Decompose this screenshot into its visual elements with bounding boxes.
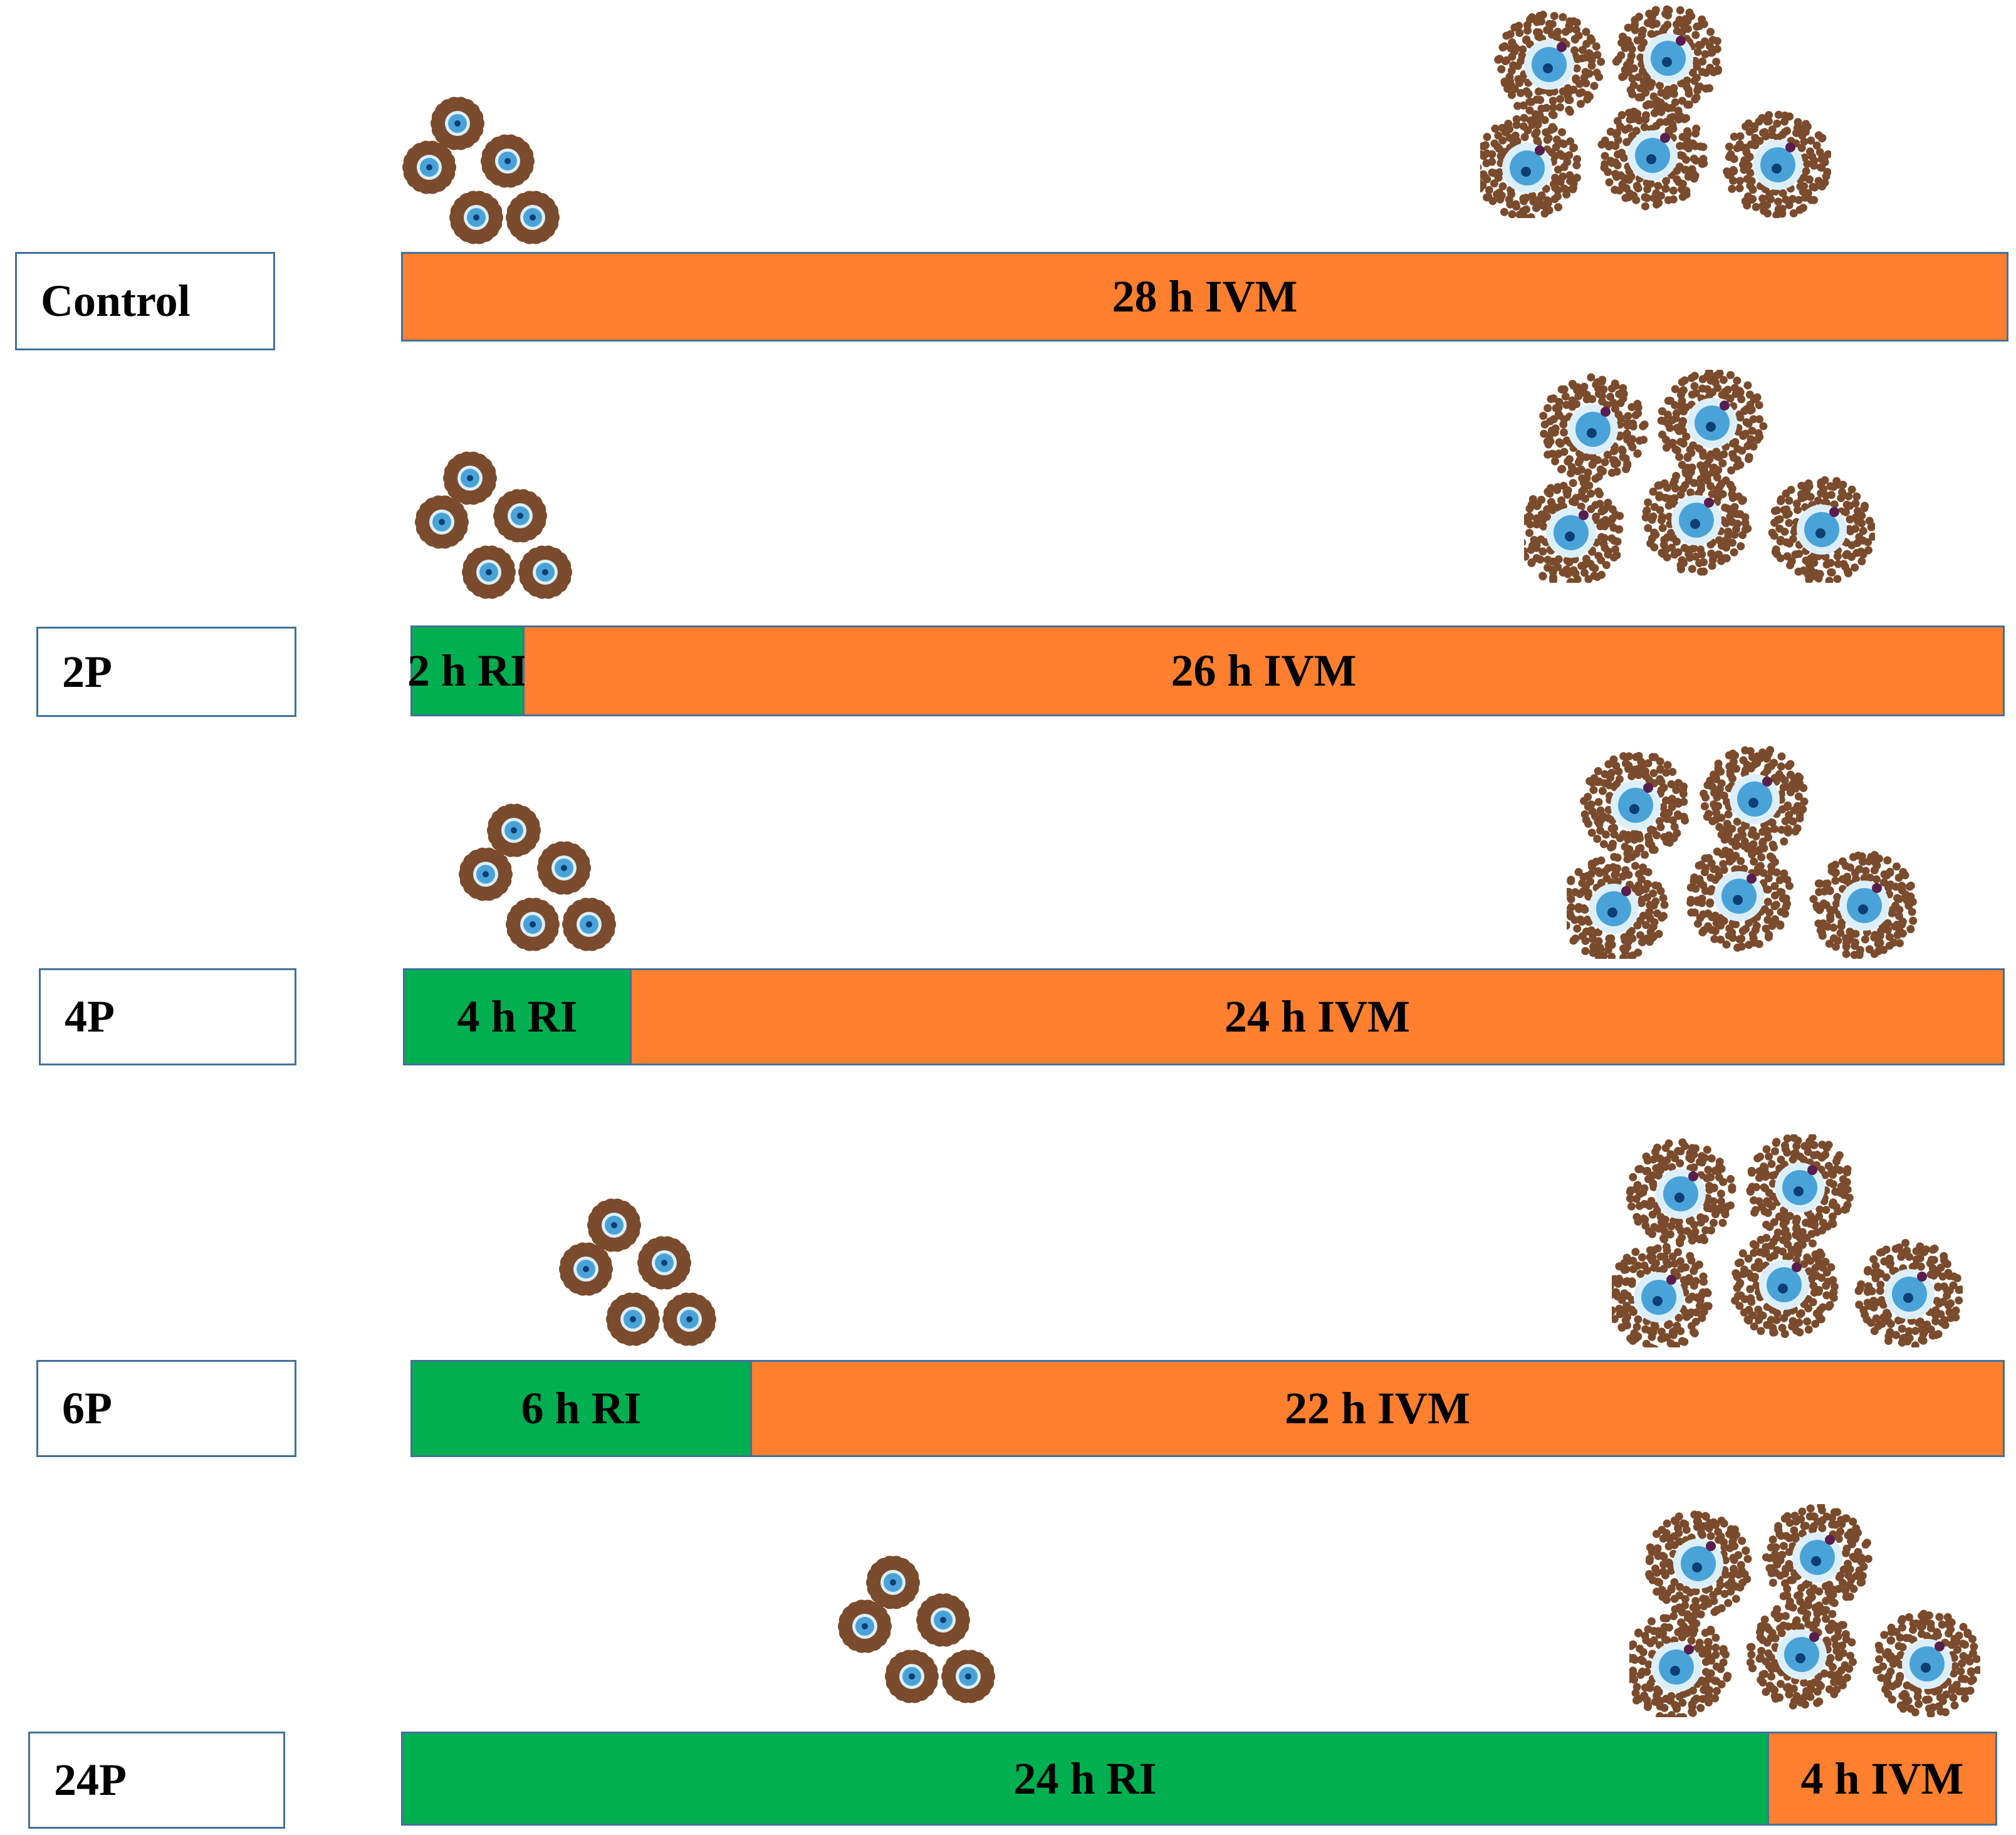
compact-coc-icon xyxy=(493,489,547,543)
expanded-coc-cluster-icon xyxy=(1524,370,1875,583)
compact-coc-icon xyxy=(481,134,535,188)
compact-coc-icon xyxy=(562,897,616,951)
compact-coc-cluster-icon xyxy=(415,451,572,599)
ivm-segment-6p: 22 h IVM xyxy=(752,1360,2005,1457)
expanded-coc-icon xyxy=(1723,110,1831,218)
expanded-coc-icon xyxy=(1612,5,1723,113)
compact-coc-cluster-icon xyxy=(559,1198,716,1346)
compact-coc-icon xyxy=(537,841,591,895)
expanded-coc-icon xyxy=(1580,751,1690,861)
compact-coc-icon xyxy=(587,1198,641,1252)
compact-coc-cluster-icon xyxy=(459,803,616,951)
group-label-control: Control xyxy=(15,252,275,350)
compact-coc-icon xyxy=(506,191,560,244)
compact-coc-cluster-icon xyxy=(838,1555,995,1703)
compact-coc-icon xyxy=(916,1593,970,1647)
ri-segment-6p: 6 h RI xyxy=(410,1360,752,1457)
compact-coc-icon xyxy=(885,1649,939,1703)
compact-coc-icon xyxy=(459,847,513,901)
compact-coc-icon xyxy=(637,1236,691,1290)
expanded-coc-cluster-icon xyxy=(1612,1134,1963,1347)
expanded-coc-icon xyxy=(1746,1134,1854,1242)
group-label-6p: 6P xyxy=(36,1360,296,1457)
expanded-coc-icon xyxy=(1872,1609,1980,1717)
expanded-coc-icon xyxy=(1762,1504,1872,1613)
expanded-coc-icon xyxy=(1746,1601,1857,1710)
expanded-coc-icon xyxy=(1768,476,1875,583)
compact-coc-icon xyxy=(402,140,456,194)
compact-coc-icon xyxy=(462,545,516,599)
expanded-coc-cluster-icon xyxy=(1480,5,1831,218)
compact-coc-icon xyxy=(415,495,469,549)
expanded-coc-icon xyxy=(1597,100,1708,211)
compact-coc-icon xyxy=(866,1555,920,1609)
expanded-coc-icon xyxy=(1645,1510,1752,1619)
expanded-coc-icon xyxy=(1657,370,1768,479)
compact-coc-icon xyxy=(662,1292,716,1346)
expanded-coc-icon xyxy=(1686,842,1794,952)
ivm-segment-2p: 26 h IVM xyxy=(525,625,2005,716)
compact-coc-cluster-icon xyxy=(402,97,560,244)
expanded-coc-icon xyxy=(1480,113,1582,218)
expanded-coc-icon xyxy=(1700,746,1809,854)
expanded-coc-icon xyxy=(1731,1231,1839,1339)
expanded-coc-icon xyxy=(1494,11,1606,120)
expanded-coc-icon xyxy=(1524,478,1624,583)
ri-segment-24p: 24 h RI xyxy=(401,1732,1769,1826)
expanded-coc-icon xyxy=(1641,466,1752,576)
ivm-segment-4p: 24 h IVM xyxy=(632,968,2005,1065)
ri-segment-2p: 2 h RI xyxy=(407,625,528,716)
compact-coc-icon xyxy=(443,451,497,505)
compact-coc-icon xyxy=(449,191,503,244)
group-label-24p: 24P xyxy=(28,1732,285,1829)
compact-coc-icon xyxy=(606,1292,660,1346)
group-label-4p: 4P xyxy=(39,968,296,1065)
expanded-coc-icon xyxy=(1539,373,1649,483)
compact-coc-icon xyxy=(838,1599,892,1653)
expanded-coc-cluster-icon xyxy=(1567,746,1918,959)
compact-coc-icon xyxy=(559,1242,613,1296)
compact-coc-icon xyxy=(431,97,484,150)
compact-coc-icon xyxy=(506,897,560,951)
compact-coc-icon xyxy=(518,545,572,599)
expanded-coc-icon xyxy=(1626,1138,1737,1248)
expanded-coc-icon xyxy=(1629,1612,1732,1717)
group-label-2p: 2P xyxy=(36,627,296,717)
ivm-segment-24p: 4 h IVM xyxy=(1769,1732,1997,1826)
ivm-segment-control: 28 h IVM xyxy=(401,252,2008,342)
expanded-coc-icon xyxy=(1612,1243,1713,1347)
expanded-coc-cluster-icon xyxy=(1629,1504,1980,1717)
ri-segment-4p: 4 h RI xyxy=(403,968,632,1065)
expanded-coc-icon xyxy=(1809,850,1918,959)
compact-coc-icon xyxy=(487,803,541,857)
expanded-coc-icon xyxy=(1854,1238,1963,1347)
expanded-coc-icon xyxy=(1567,852,1669,959)
compact-coc-icon xyxy=(941,1649,995,1703)
